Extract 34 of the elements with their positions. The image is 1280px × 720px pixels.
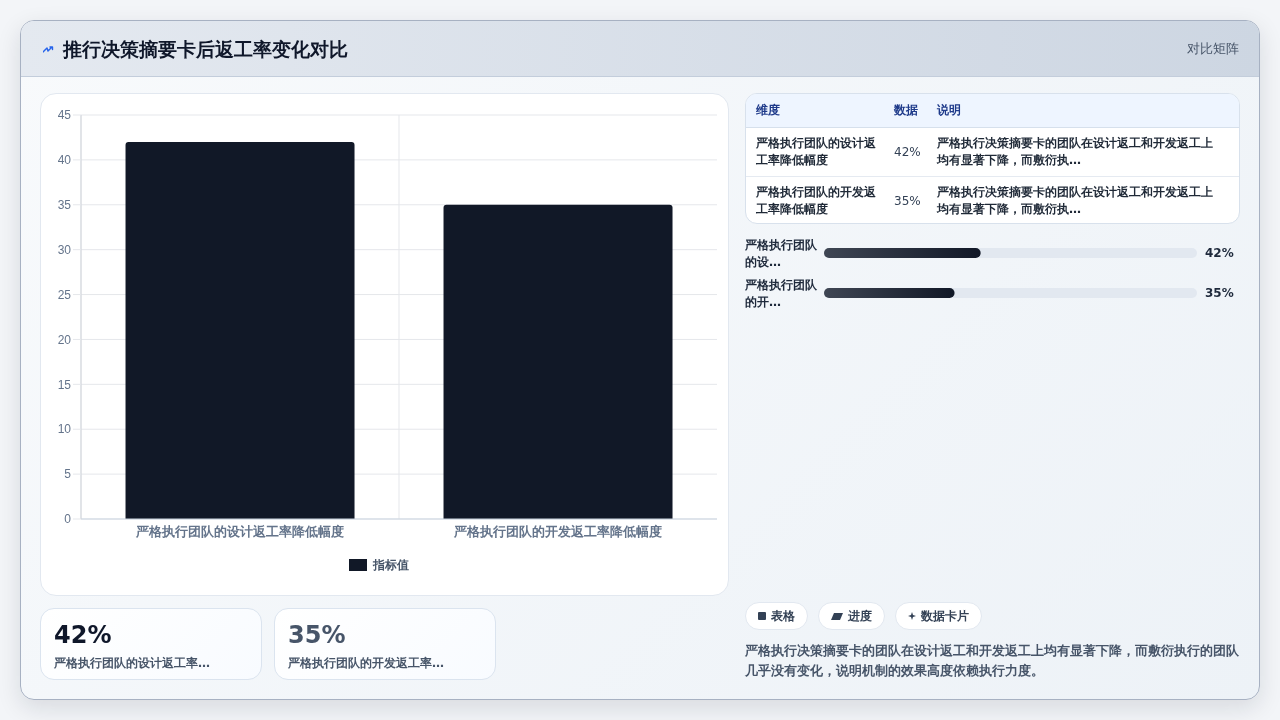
text: 严格执行团队的开发返工率降低幅度 xyxy=(756,185,876,216)
text: 维度 xyxy=(756,103,780,117)
text: 35% xyxy=(288,621,346,649)
text: 对比矩阵 xyxy=(1187,41,1239,56)
text: 35% xyxy=(894,193,921,208)
data-label: 42% xyxy=(1205,246,1234,260)
text: 严格执行决策摘要卡的团队在设计返工和开发返工上均有显著下降，而敷衍执… xyxy=(937,136,1213,167)
legend-label: 指标值 xyxy=(373,557,409,573)
text: 进度 xyxy=(848,607,872,625)
text: 严格执行决策摘要卡的团队在设计返工和开发返工上均有显著下降，而敷衍执… xyxy=(937,185,1213,216)
text: 数据卡片 xyxy=(921,607,969,625)
y-tick-label: 5 xyxy=(64,467,72,482)
text: 严格执行团队的设计返工率… xyxy=(54,656,210,670)
y-tick-label: 45 xyxy=(57,108,72,123)
y-tick-label: 30 xyxy=(57,242,72,257)
y-tick-label: 严格执行团队的设… xyxy=(744,237,818,269)
text: 表格 xyxy=(771,607,795,625)
y-tick-label: 10 xyxy=(57,422,72,437)
y-tick-label: 25 xyxy=(57,287,72,302)
y-tick-label: 20 xyxy=(57,332,72,347)
y-tick-label: 15 xyxy=(57,377,72,392)
text: 数据 xyxy=(894,103,918,117)
text: 严格执行团队的开发返工率… xyxy=(288,656,444,670)
text: 42% xyxy=(54,621,112,649)
text: 严格执行决策摘要卡的团队在设计返工和开发返工上均有显著下降，而敷衍执行的团队几乎没有变化，说明机制的效果高度依赖执行力度。 xyxy=(745,643,1239,678)
y-tick-label: 40 xyxy=(57,153,72,168)
text: 严格执行团队的设计返工率降低幅度 xyxy=(756,136,876,167)
text: 说明 xyxy=(937,103,961,117)
y-tick-label: 0 xyxy=(64,512,72,527)
y-tick-label: 严格执行团队的开… xyxy=(744,277,818,309)
chart-title: 推行决策摘要卡后返工率变化对比 xyxy=(63,38,348,60)
y-tick-label: 35 xyxy=(57,198,72,213)
text: 42% xyxy=(894,144,921,159)
data-label: 35% xyxy=(1205,286,1234,300)
